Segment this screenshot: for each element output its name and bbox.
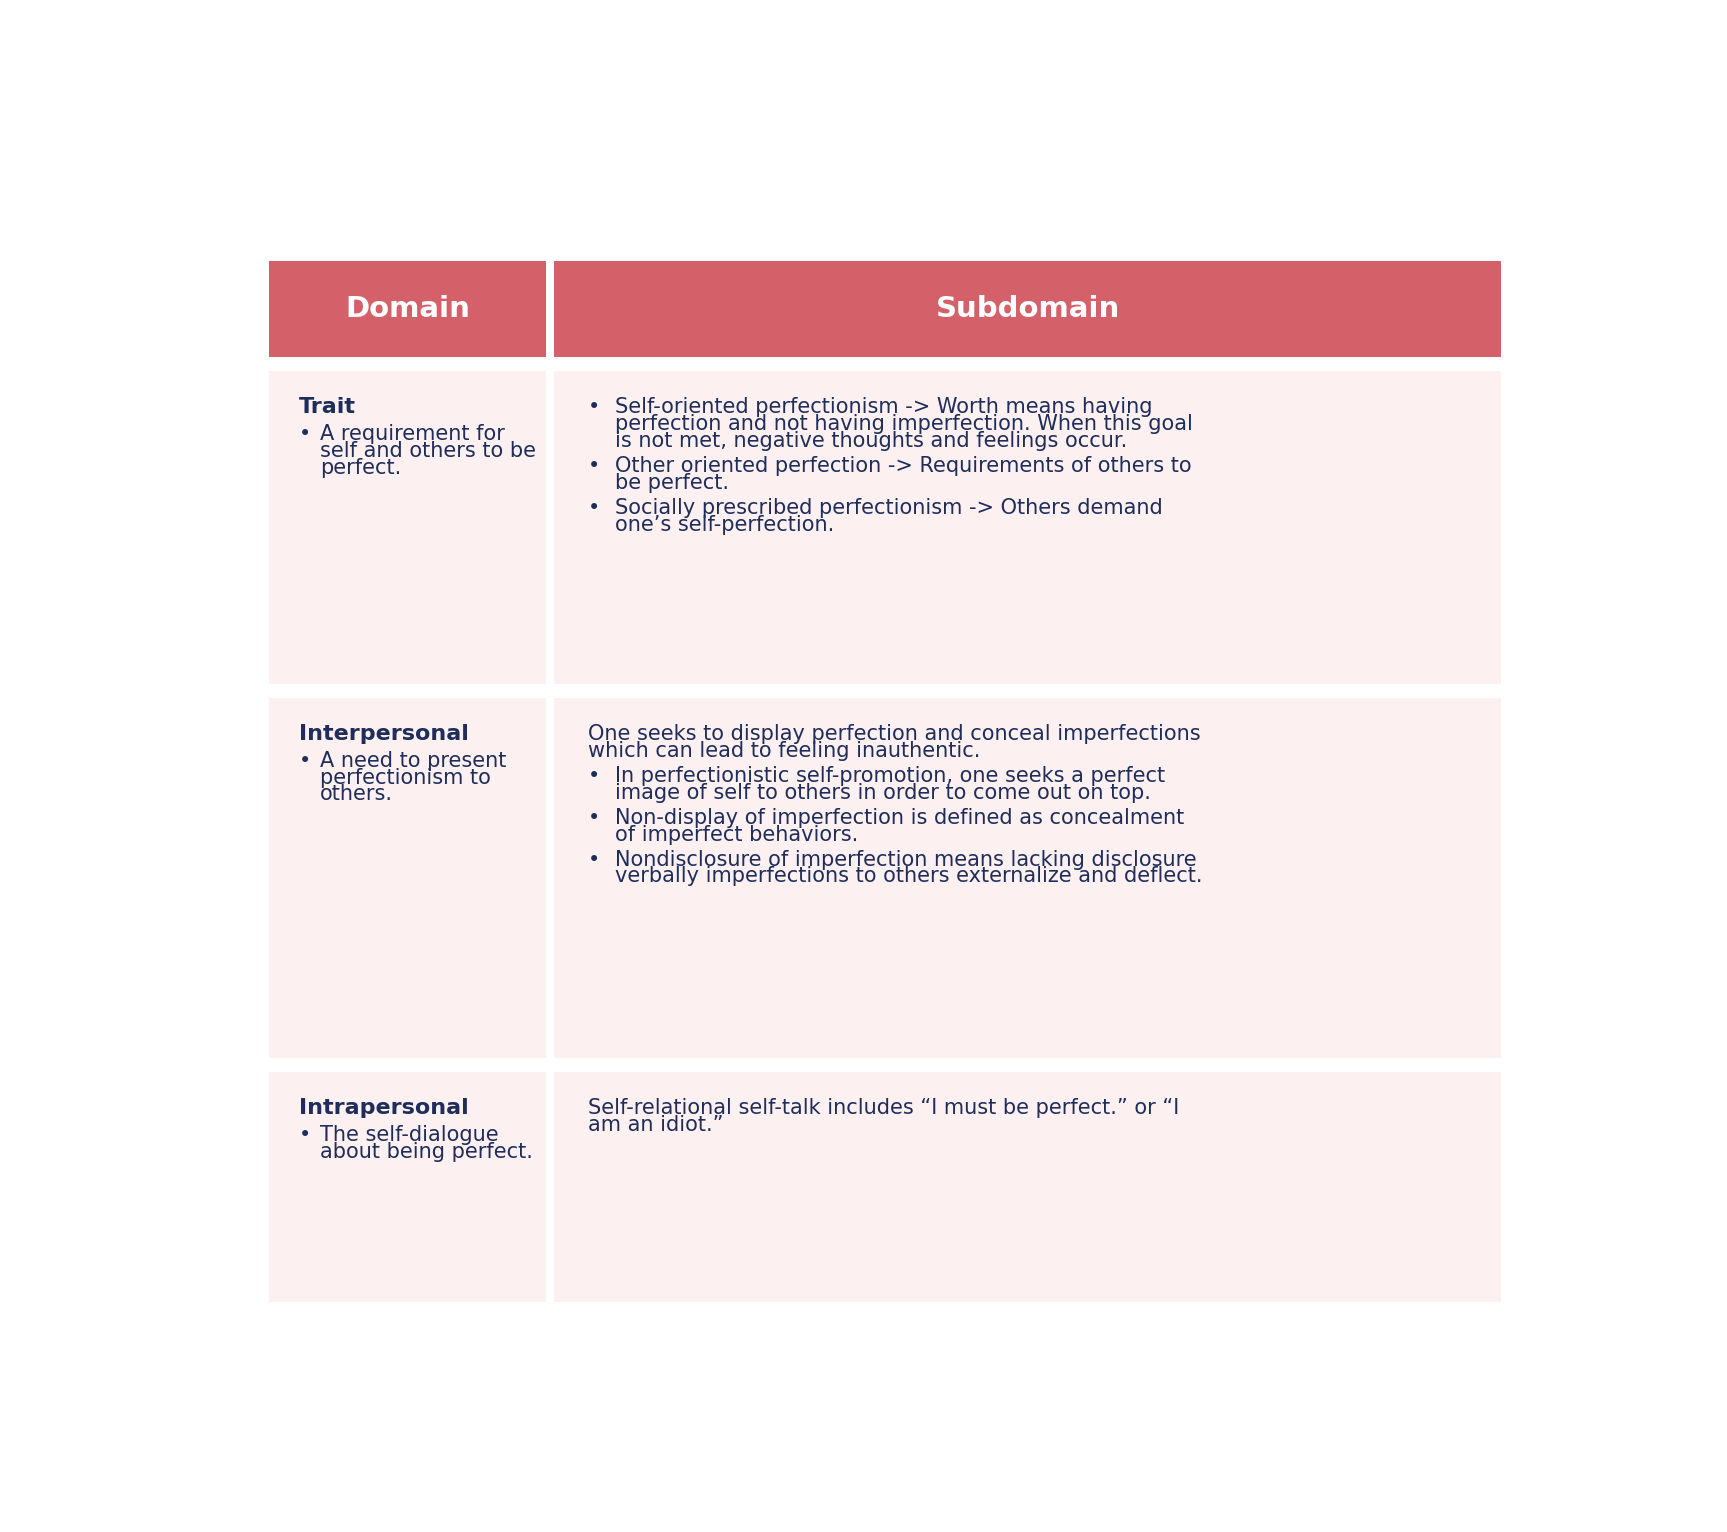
FancyBboxPatch shape: [554, 1072, 1501, 1302]
FancyBboxPatch shape: [269, 699, 546, 1059]
Text: •: •: [587, 397, 601, 417]
Text: is not met, negative thoughts and feelings occur.: is not met, negative thoughts and feelin…: [615, 430, 1128, 450]
Text: Self-oriented perfectionism -> Worth means having: Self-oriented perfectionism -> Worth mea…: [615, 397, 1152, 417]
Text: perfection and not having imperfection. When this goal: perfection and not having imperfection. …: [615, 414, 1193, 434]
Text: The self-dialogue: The self-dialogue: [319, 1124, 499, 1144]
Text: Self-relational self-talk includes “I must be perfect.” or “I: Self-relational self-talk includes “I mu…: [587, 1098, 1180, 1118]
Text: verbally imperfections to others externalize and deflect.: verbally imperfections to others externa…: [615, 867, 1202, 887]
Text: A requirement for: A requirement for: [319, 424, 504, 444]
Text: of imperfect behaviors.: of imperfect behaviors.: [615, 824, 858, 844]
Text: be perfect.: be perfect.: [615, 473, 729, 493]
Text: am an idiot.”: am an idiot.”: [587, 1115, 724, 1135]
Text: •: •: [299, 424, 311, 444]
Text: Nondisclosure of imperfection means lacking disclosure: Nondisclosure of imperfection means lack…: [615, 850, 1197, 870]
Text: Interpersonal: Interpersonal: [299, 725, 468, 745]
Text: Domain: Domain: [345, 294, 470, 323]
FancyBboxPatch shape: [269, 371, 546, 683]
Text: Subdomain: Subdomain: [936, 294, 1119, 323]
Text: •: •: [587, 498, 601, 518]
FancyBboxPatch shape: [269, 260, 546, 357]
FancyBboxPatch shape: [554, 699, 1501, 1059]
Text: one’s self-perfection.: one’s self-perfection.: [615, 515, 834, 535]
Text: image of self to others in order to come out on top.: image of self to others in order to come…: [615, 783, 1150, 803]
Text: self and others to be: self and others to be: [319, 441, 537, 461]
FancyBboxPatch shape: [554, 260, 1501, 357]
Text: •: •: [299, 1124, 311, 1144]
Text: A need to present: A need to present: [319, 751, 506, 771]
Text: •: •: [587, 807, 601, 827]
Text: perfectionism to: perfectionism to: [319, 768, 490, 787]
FancyBboxPatch shape: [554, 371, 1501, 683]
FancyBboxPatch shape: [269, 1072, 546, 1302]
Text: which can lead to feeling inauthentic.: which can lead to feeling inauthentic.: [587, 741, 981, 761]
Text: Intrapersonal: Intrapersonal: [299, 1098, 468, 1118]
Text: •: •: [587, 457, 601, 476]
Text: One seeks to display perfection and conceal imperfections: One seeks to display perfection and conc…: [587, 725, 1200, 745]
Text: about being perfect.: about being perfect.: [319, 1141, 534, 1161]
Text: others.: others.: [319, 784, 394, 804]
Text: Trait: Trait: [299, 397, 356, 417]
Text: Socially prescribed perfectionism -> Others demand: Socially prescribed perfectionism -> Oth…: [615, 498, 1162, 518]
Text: •: •: [299, 751, 311, 771]
Text: In perfectionistic self-promotion, one seeks a perfect: In perfectionistic self-promotion, one s…: [615, 766, 1164, 786]
Text: Non-display of imperfection is defined as concealment: Non-display of imperfection is defined a…: [615, 807, 1185, 827]
Text: •: •: [587, 850, 601, 870]
Text: perfect.: perfect.: [319, 458, 401, 478]
Text: •: •: [587, 766, 601, 786]
Text: Other oriented perfection -> Requirements of others to: Other oriented perfection -> Requirement…: [615, 457, 1192, 476]
